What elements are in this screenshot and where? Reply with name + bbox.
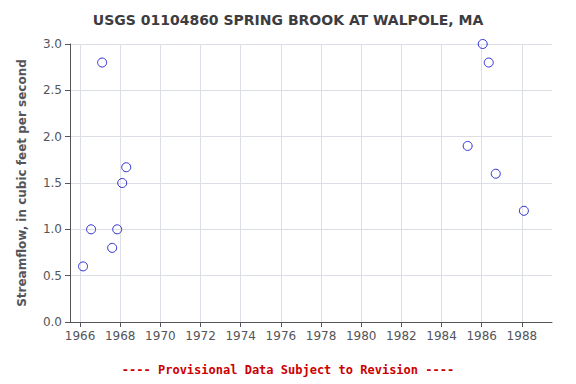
svg-text:2.0: 2.0 (43, 130, 62, 144)
svg-text:1966: 1966 (65, 329, 96, 343)
svg-text:1978: 1978 (306, 329, 337, 343)
svg-text:---- Provisional Data Subject: ---- Provisional Data Subject to Revisio… (122, 363, 454, 377)
svg-text:1980: 1980 (346, 329, 377, 343)
svg-text:USGS 01104860 SPRING BROOK AT: USGS 01104860 SPRING BROOK AT WALPOLE, M… (93, 12, 484, 28)
svg-text:1976: 1976 (266, 329, 297, 343)
svg-text:Streamflow, in cubic feet per: Streamflow, in cubic feet per second (15, 59, 29, 307)
svg-text:1.0: 1.0 (43, 222, 62, 236)
svg-text:1984: 1984 (426, 329, 457, 343)
svg-text:2.5: 2.5 (43, 83, 62, 97)
svg-text:1988: 1988 (507, 329, 538, 343)
svg-text:0.0: 0.0 (43, 315, 62, 329)
svg-text:1986: 1986 (466, 329, 497, 343)
svg-text:1982: 1982 (386, 329, 417, 343)
svg-text:3.0: 3.0 (43, 37, 62, 51)
svg-text:1968: 1968 (105, 329, 136, 343)
svg-text:1972: 1972 (185, 329, 216, 343)
svg-text:0.5: 0.5 (43, 269, 62, 283)
svg-text:1970: 1970 (145, 329, 176, 343)
svg-text:1.5: 1.5 (43, 176, 62, 190)
svg-text:1974: 1974 (225, 329, 256, 343)
